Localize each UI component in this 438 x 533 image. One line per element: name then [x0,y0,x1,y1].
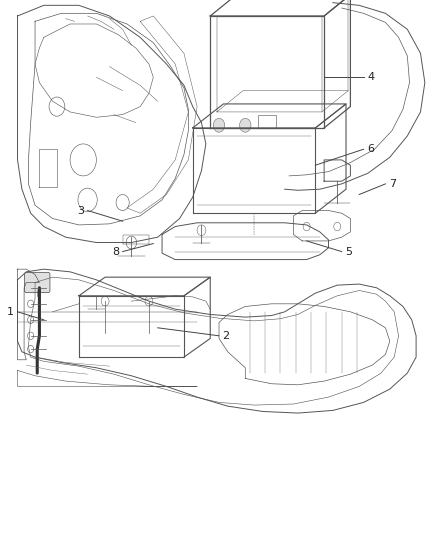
Text: 1: 1 [7,307,14,317]
Text: 5: 5 [345,247,352,256]
Text: 8: 8 [112,247,119,256]
Text: 2: 2 [223,331,230,341]
Text: 7: 7 [389,179,396,189]
Text: 6: 6 [367,144,374,154]
Text: 3: 3 [77,206,84,215]
FancyBboxPatch shape [25,272,50,293]
Circle shape [240,118,251,132]
Text: 4: 4 [367,72,374,82]
Circle shape [213,118,225,132]
